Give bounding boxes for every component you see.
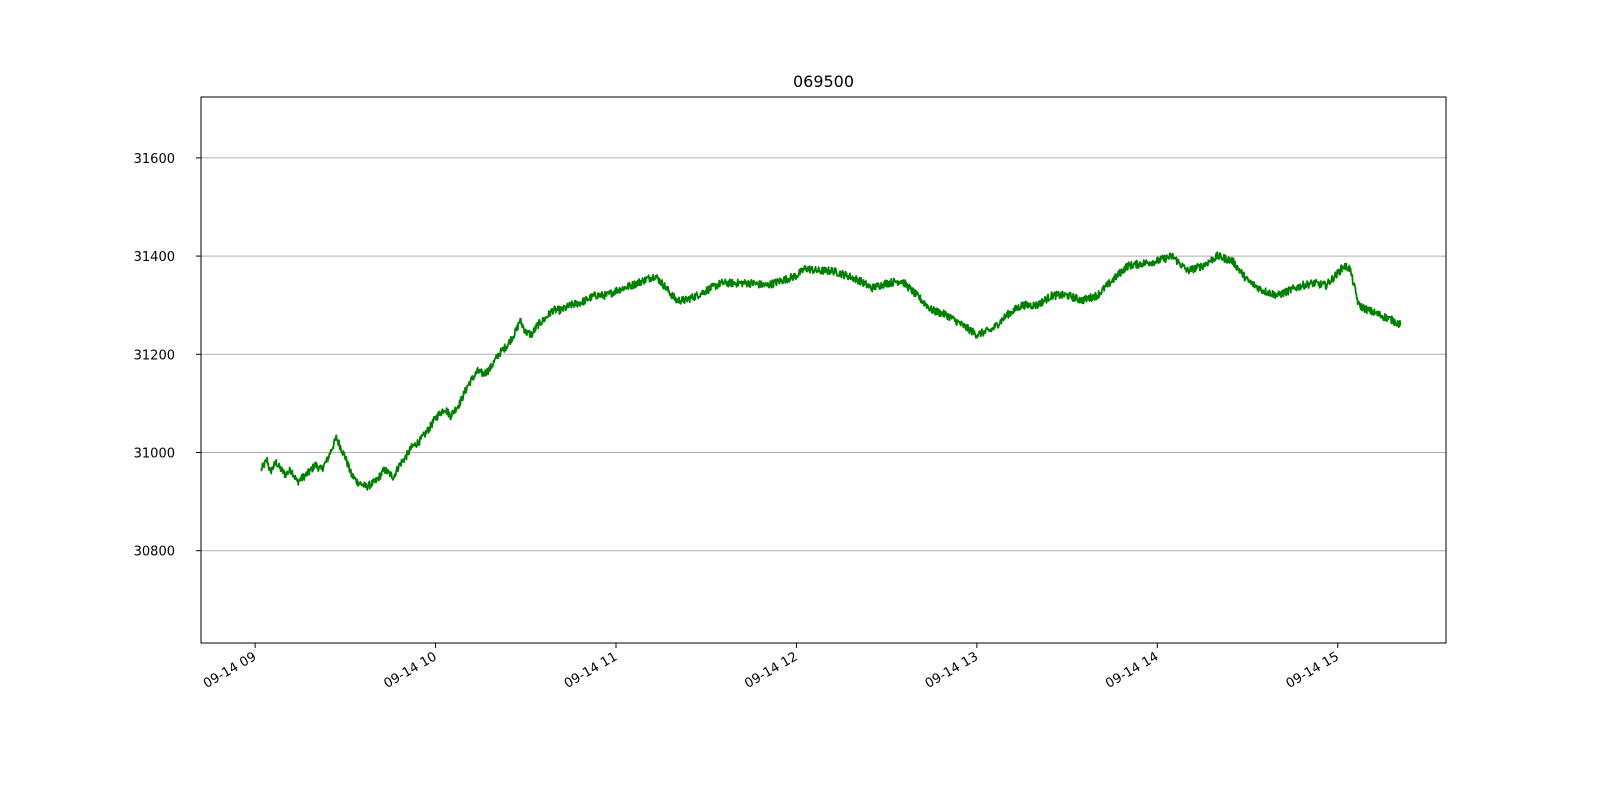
plot-area-frame bbox=[200, 96, 1447, 644]
series-line bbox=[260, 251, 1402, 491]
y-tick-label: 31400 bbox=[134, 250, 175, 265]
y-tick-label: 31600 bbox=[134, 152, 175, 167]
series-layer bbox=[260, 251, 1402, 491]
y-tick-label: 31000 bbox=[134, 446, 175, 461]
chart-title: 069500 bbox=[793, 72, 854, 91]
y-axis: 30800 31000 31200 31400 31600 bbox=[134, 152, 201, 560]
y-tick-label: 30800 bbox=[134, 545, 175, 560]
y-tick-label: 31200 bbox=[134, 348, 175, 363]
